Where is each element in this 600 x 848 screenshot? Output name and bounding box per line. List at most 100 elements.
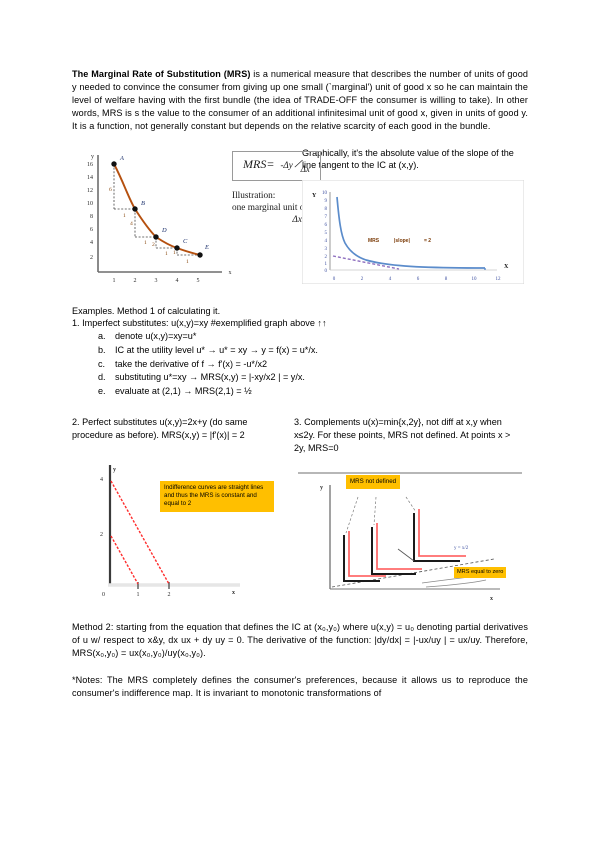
svg-text:1: 1 [113,278,116,284]
svg-text:4: 4 [325,239,328,244]
svg-text:2: 2 [361,277,364,282]
svg-text:10: 10 [472,277,478,282]
examples-heading: Examples. Method 1 of calculating it. [72,305,221,316]
formula-numerator: -Δy [280,159,293,170]
notes-paragraph: *Notes: The MRS completely defines the c… [72,674,528,698]
svg-text:5: 5 [325,231,328,236]
list-item: d. substituting u*=xy → MRS(x,y) = |-xy/x… [98,371,528,385]
svg-text:0: 0 [102,592,105,598]
svg-text:2: 2 [100,532,103,538]
figures-row-top: y 16 14 12 10 8 6 4 2 1 2 3 4 5 x [72,147,528,293]
items-2-3-text-row: 2. Perfect substitutes u(x,y)=2x+y (do s… [72,416,528,455]
svg-text:8: 8 [445,277,448,282]
svg-text:5: 5 [197,278,200,284]
svg-text:3: 3 [155,278,158,284]
svg-text:X: X [504,264,509,270]
tangent-slope-svg: Y X 10 9 8 7 6 5 4 3 2 1 0 [302,180,524,285]
svg-text:x: x [232,590,235,596]
svg-text:Y: Y [312,193,317,199]
complements-svg: y x y = x/2 [294,469,528,606]
svg-text:B: B [141,200,145,207]
perfect-substitutes-chart: y x 4 2 0 1 2 Indifference curves are st… [72,463,294,611]
svg-text:1: 1 [137,592,140,598]
svg-text:1: 1 [123,213,126,219]
method-2-paragraph: Method 2: starting from the equation tha… [72,622,528,658]
svg-text:10: 10 [87,201,93,207]
svg-text:2: 2 [90,255,93,261]
substep-text: denote u(x,y)=xy=u* [115,331,197,342]
substep-label: b. [98,344,106,355]
svg-text:16: 16 [87,162,93,168]
svg-text:0: 0 [333,277,336,282]
illustration-line-1: Illustration: [232,190,276,201]
svg-text:8: 8 [90,214,93,220]
svg-text:10: 10 [322,191,328,196]
imperfect-substitutes-block: y 16 14 12 10 8 6 4 2 1 2 3 4 5 x [72,147,294,293]
substep-text: evaluate at (2,1) → MRS(2,1) = ½ [115,385,252,396]
svg-text:A: A [119,155,124,162]
mrs-not-defined-callout: MRS not defined [346,475,401,490]
document-content: The Marginal Rate of Substitution (MRS) … [72,68,528,700]
svg-text:14: 14 [87,175,93,181]
substep-label: c. [98,358,106,369]
figures-row-bottom: y x 4 2 0 1 2 Indifference curves are st… [72,463,528,613]
svg-text:4: 4 [90,240,93,246]
substep-text: IC at the utility level u* → u* = xy → y… [115,344,318,355]
list-item: e. evaluate at (2,1) → MRS(2,1) = ½ [98,385,528,399]
list-item: c. take the derivative of f → f'(x) = -u*… [98,358,528,372]
item-3-block: 3. Complements u(x)=min{x,2y}, not diff … [294,416,528,455]
svg-text:4: 4 [389,277,392,282]
svg-text:4: 4 [176,278,179,284]
imperfect-substitutes-svg: y 16 14 12 10 8 6 4 2 1 2 3 4 5 x [87,154,232,284]
tangent-slope-chart: Y X 10 9 8 7 6 5 4 3 2 1 0 [302,180,528,285]
substep-label: d. [98,372,106,383]
svg-text:1: 1 [173,250,176,256]
svg-text:8: 8 [325,207,328,212]
substep-label: a. [98,331,106,342]
example-item-3: 3. Complements u(x)=min{x,2y}, not diff … [294,417,511,454]
intro-paragraph: The Marginal Rate of Substitution (MRS) … [72,68,528,133]
svg-text:y: y [113,467,116,473]
svg-text:x: x [229,270,232,276]
svg-text:D: D [161,227,167,234]
svg-text:9: 9 [325,199,328,204]
list-item: b. IC at the utility level u* → u* = xy →… [98,344,528,358]
svg-text:2: 2 [134,278,137,284]
intro-body: is a numerical measure that describes th… [72,69,529,131]
svg-text:y: y [320,485,323,491]
svg-text:12: 12 [87,188,93,194]
imperfect-substitutes-chart: y 16 14 12 10 8 6 4 2 1 2 3 4 5 x [72,147,294,293]
example-item-1: 1. Imperfect substitutes: u(x,y)=xy #exe… [72,318,327,329]
perfect-substitutes-callout: Indifference curves are straight lines a… [160,481,274,512]
svg-text:1: 1 [144,240,147,246]
svg-text:2: 2 [168,592,171,598]
example-item-2: 2. Perfect substitutes u(x,y)=2x+y (do s… [72,417,248,441]
example-1-substeps: a. denote u(x,y)=xy=u* b. IC at the utilit… [98,330,528,398]
svg-text:MRS: MRS [368,238,380,244]
examples-section: Examples. Method 1 of calculating it. 1.… [72,305,528,399]
graphically-paragraph: Graphically, it's the absolute value of … [302,147,514,171]
formula-fraction: -Δy [278,160,294,170]
svg-text:4: 4 [100,477,103,483]
svg-text:|slope|: |slope| [394,238,410,244]
formula-denominator: Δx [300,163,310,174]
svg-text:= 2: = 2 [424,238,431,244]
right-top-block: MRS= -Δy/Δx Illustration: one marginal u… [232,147,528,285]
svg-text:C: C [183,238,188,245]
item-2-block: 2. Perfect substitutes u(x,y)=2x+y (do s… [72,416,294,442]
substep-text: substituting u*=xy → MRS(x,y) = |-xy/x2 … [115,372,305,383]
svg-text:2: 2 [325,255,328,260]
svg-text:0: 0 [325,269,328,274]
svg-text:1: 1 [325,262,328,267]
list-item: a. denote u(x,y)=xy=u* [98,330,528,344]
svg-text:2: 2 [152,242,155,248]
svg-text:6: 6 [417,277,420,282]
substep-text: take the derivative of f → f'(x) = -u*/x… [115,358,268,369]
illustration-line-2: one marginal unit of x: [232,202,318,213]
intro-bold-lead: The Marginal Rate of Substitution (MRS) [72,69,251,79]
svg-text:1: 1 [165,251,168,257]
svg-text:6: 6 [109,187,112,193]
svg-text:y = x/2: y = x/2 [454,546,469,551]
svg-text:1: 1 [186,259,189,265]
mrs-formula-box: MRS= -Δy/Δx [232,150,321,181]
